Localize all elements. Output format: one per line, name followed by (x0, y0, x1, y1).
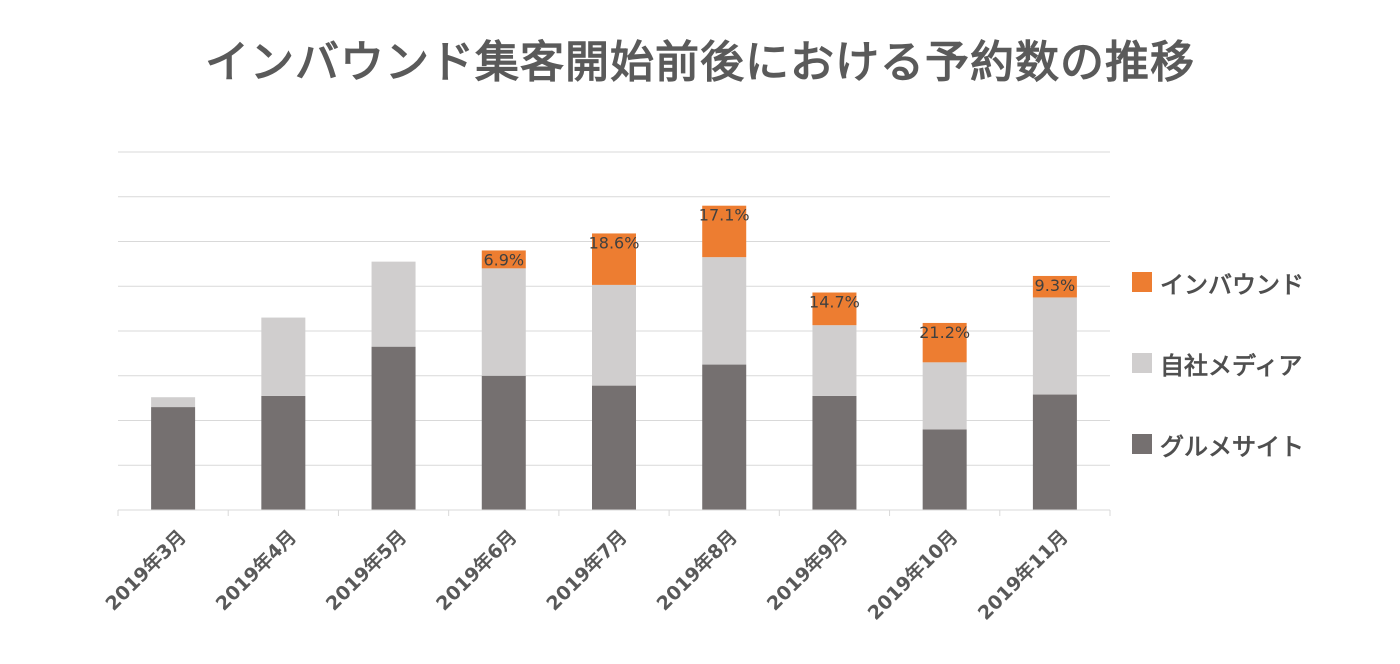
bar-segment (922, 362, 967, 430)
bar-segment (1032, 297, 1077, 395)
x-tick-label: 2019年5月 (321, 525, 411, 615)
x-tick-label: 2019年8月 (652, 525, 742, 615)
chart-title: インバウンド集客開始前後における予約数の推移 (205, 37, 1195, 88)
bar-segment (481, 250, 526, 269)
bar-segment (922, 429, 967, 510)
bar-segment (592, 233, 636, 285)
legend-swatch-jisha (1132, 353, 1152, 373)
bar-segment (481, 375, 526, 510)
bar-segment (812, 395, 857, 510)
bar-segment (261, 317, 306, 396)
legend-item-jisha: 自社メディア (1132, 351, 1304, 380)
data-label: 18.6% (589, 233, 640, 252)
bar-segment (481, 268, 526, 376)
x-tick-label: 2019年7月 (542, 525, 632, 615)
bar-segment (702, 257, 747, 365)
bar-segment (812, 292, 857, 326)
data-label: 6.9% (483, 250, 524, 269)
legend-swatch-inbound (1132, 272, 1152, 292)
legend-label-gurume: グルメサイト (1160, 432, 1304, 461)
bar-segment (1032, 394, 1077, 510)
bar-segment (812, 325, 857, 396)
bar-segment (702, 205, 747, 258)
data-label: 21.2% (919, 323, 970, 342)
legend-label-jisha: 自社メディア (1160, 351, 1303, 380)
bar-segment (592, 284, 636, 386)
x-tick-label: 2019年9月 (762, 525, 852, 615)
bar-segment (371, 261, 416, 347)
x-tick-label: 2019年10月 (863, 525, 962, 624)
legend-item-gurume: グルメサイト (1132, 432, 1304, 461)
x-tick-label: 2019年6月 (431, 525, 521, 615)
bar-segment (702, 364, 747, 510)
x-tick-label: 2019年4月 (211, 525, 301, 615)
data-label: 14.7% (809, 293, 860, 312)
bar-segment (261, 395, 306, 510)
bar-segment (922, 322, 967, 363)
bar-segment (592, 385, 636, 510)
data-label: 9.3% (1035, 276, 1076, 295)
legend-item-inbound: インバウンド (1132, 270, 1304, 299)
x-tick-label: 2019年3月 (101, 525, 191, 615)
bar-segment (371, 346, 416, 510)
data-label: 17.1% (699, 206, 750, 225)
x-tick-label: 2019年11月 (973, 525, 1072, 624)
chart-legend: インバウンド 自社メディア グルメサイト (1132, 270, 1304, 513)
bar-segment (1032, 275, 1077, 298)
bar-segment (151, 407, 196, 510)
legend-label-inbound: インバウンド (1160, 270, 1304, 299)
bar-segment (151, 397, 196, 408)
legend-swatch-gurume (1132, 434, 1152, 454)
